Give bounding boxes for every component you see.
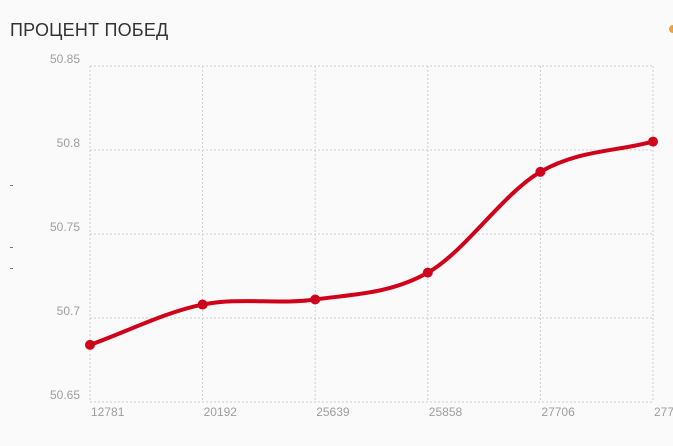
legend-marker[interactable] <box>669 25 673 33</box>
y-tick-label: 50.65 <box>50 388 80 402</box>
x-tick-label: 25858 <box>429 405 463 419</box>
series-layer <box>85 136 658 350</box>
series-line <box>88 139 655 347</box>
x-tick-label: 277 <box>654 405 673 419</box>
data-point <box>85 339 95 350</box>
chart-title: ПРОЦЕНТ ПОБЕД <box>10 20 169 40</box>
grid <box>89 65 654 403</box>
x-axis-ticks: 12781 20192 25639 25858 27706 277 <box>91 405 673 419</box>
data-point <box>310 294 321 305</box>
x-tick-label: 27706 <box>541 405 575 419</box>
x-tick-label: 12781 <box>91 405 125 419</box>
data-point <box>535 166 546 177</box>
data-point <box>648 136 658 147</box>
x-tick-label: 20192 <box>204 405 238 419</box>
x-tick-label: 25639 <box>316 405 350 419</box>
left-edge-mark <box>10 247 13 248</box>
data-point <box>422 267 433 278</box>
y-tick-label: 50.7 <box>57 304 81 318</box>
left-edge-mark <box>10 268 13 269</box>
y-tick-label: 50.85 <box>50 52 80 66</box>
y-tick-label: 50.75 <box>50 220 80 234</box>
data-point <box>197 299 208 310</box>
y-axis-ticks: 50.65 50.7 50.75 50.8 50.85 <box>50 52 80 402</box>
y-tick-label: 50.8 <box>57 136 81 150</box>
left-edge-mark <box>10 185 13 186</box>
